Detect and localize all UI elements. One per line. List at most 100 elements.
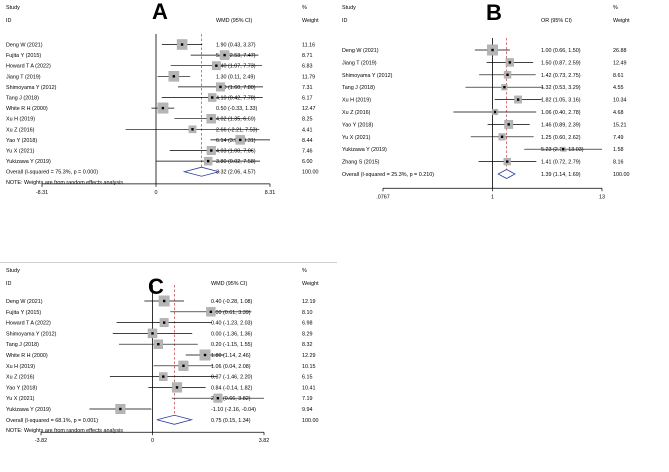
overall-ci-text: 1.39 (1.14, 1.69) — [541, 172, 581, 178]
overall-ci-text: 3.32 (2.06, 4.57) — [216, 170, 256, 176]
study-ci-text: 0.50 (-0.33, 1.33) — [216, 106, 258, 112]
forest-plot-c: Study ID WMD (95% CI)% Weight C Deng W (2021)… — [0, 262, 337, 472]
study-weight: 1.58 — [613, 147, 624, 153]
study-weight: 6.98 — [302, 321, 313, 327]
study-point-estimate — [162, 321, 166, 324]
overall-label: Overall (I-squared = 75.3%, p = 0.000) — [6, 170, 98, 176]
x-axis-tick-label: 0 — [151, 438, 154, 444]
study-weight: 6.00 — [302, 159, 313, 165]
overall-ci-text: 0.75 (0.15, 1.34) — [211, 418, 251, 424]
study-point-estimate — [223, 53, 226, 57]
header-study: Study — [342, 5, 356, 11]
study-name: Fujita Y (2015) — [6, 310, 41, 316]
forest-plot-a-svg: Study ID WMD (95% CI)% Weight A Deng W (2021)… — [6, 0, 319, 196]
study-point-estimate — [506, 73, 509, 76]
study-point-estimate — [239, 138, 242, 142]
study-weight: 4.55 — [613, 85, 624, 91]
study-ci-text: 0.40 (-1.23, 2.03) — [211, 321, 253, 327]
header-id: ID — [6, 281, 11, 287]
study-ci-text: 1.25 (0.60, 2.62) — [541, 135, 581, 141]
study-ci-text: 2.24 (0.66, 3.82) — [211, 396, 251, 402]
study-ci-text: 1.90 (0.43, 3.37) — [216, 43, 256, 49]
study-name: Shimoyama Y (2012) — [6, 85, 57, 91]
study-weight: 6.17 — [302, 96, 313, 102]
study-name: Yukizawa Y (2019) — [6, 159, 51, 165]
header-effect: WMD (95% CI) — [216, 18, 252, 24]
study-ci-text: 4.10 (0.42, 7.78) — [216, 96, 256, 102]
overall-weight: 100.00 — [302, 170, 319, 176]
study-point-estimate — [172, 75, 176, 78]
study-ci-text: 4.03 (1.00, 7.06) — [216, 149, 256, 155]
study-ci-text: 1.82 (1.05, 3.16) — [541, 98, 581, 104]
study-ci-text: 1.30 (0.11, 2.49) — [216, 74, 255, 80]
study-weight: 8.25 — [302, 117, 313, 123]
study-weight: 12.49 — [613, 60, 627, 66]
study-weight: 12.47 — [302, 106, 316, 112]
header-id: ID — [6, 18, 11, 24]
overall-weight: 100.00 — [613, 172, 630, 178]
header-id: ID — [342, 18, 347, 24]
forest-plot-a: Study ID WMD (95% CI)% Weight A Deng W (2021)… — [0, 0, 338, 261]
study-ci-text: 1.80 (1.14, 2.46) — [211, 353, 251, 359]
study-point-estimate — [206, 159, 210, 163]
header-effect: WMD (95% CI) — [211, 281, 247, 287]
study-weight: 12.29 — [302, 353, 316, 359]
study-weight: 7.31 — [302, 85, 313, 91]
study-weight: 8.32 — [302, 342, 313, 348]
study-point-estimate — [162, 375, 165, 378]
study-point-estimate — [215, 64, 218, 67]
study-weight: 11.79 — [302, 74, 315, 80]
study-point-estimate — [508, 61, 512, 64]
study-name: Shimoyama Y (2012) — [342, 73, 393, 79]
x-axis-tick-label: 1 — [491, 194, 494, 200]
study-weight: 9.94 — [302, 407, 313, 413]
panel-label: C — [148, 274, 164, 299]
study-name: Yao Y (2018) — [6, 385, 37, 391]
study-ci-text: 1.00 (0.66, 1.50) — [541, 48, 581, 54]
study-ci-text: 1.50 (0.87, 2.59) — [541, 60, 581, 66]
header-study: Study — [6, 268, 20, 274]
overall-diamond — [182, 166, 221, 177]
study-point-estimate — [209, 117, 213, 120]
study-name: Deng W (2021) — [6, 43, 43, 49]
study-ci-text: 0.84 (-0.14, 1.82) — [211, 385, 253, 391]
study-weight: 7.49 — [613, 135, 624, 141]
study-weight: 6.15 — [302, 375, 313, 381]
study-ci-text: 1.32 (0.53, 3.29) — [541, 85, 581, 91]
study-name: White R H (2000) — [6, 353, 48, 359]
study-name: Xu H (2019) — [342, 98, 371, 104]
overall-label: Overall (I-squared = 68.1%, p = 0.001) — [6, 418, 98, 424]
study-weight: 8.44 — [302, 138, 313, 144]
study-ci-text: 1.41 (0.72, 2.79) — [541, 160, 581, 166]
study-point-estimate — [182, 364, 185, 367]
study-name: Tang J (2018) — [342, 85, 375, 91]
forest-plot-c-svg: Study ID WMD (95% CI)% Weight C Deng W (2021)… — [6, 268, 319, 444]
x-axis-tick-label: -3.82 — [35, 438, 47, 444]
study-point-estimate — [500, 135, 504, 138]
header-study: Study — [6, 5, 20, 11]
study-weight: 8.16 — [613, 160, 624, 166]
study-name: Yu X (2021) — [6, 149, 35, 155]
study-point-estimate — [157, 343, 160, 346]
study-name: Xu Z (2016) — [342, 110, 371, 116]
study-ci-text: 0.20 (-1.15, 1.55) — [211, 342, 253, 348]
x-axis-tick-label: 3.82 — [259, 438, 270, 444]
study-ci-text: 3.80 (0.02, 7.58) — [216, 159, 256, 165]
study-weight: 26.88 — [613, 48, 627, 54]
study-name: Xu Z (2016) — [6, 127, 35, 133]
study-name: Xu H (2019) — [6, 364, 35, 370]
study-name: Zhang S (2015) — [342, 160, 380, 166]
study-weight: 8.10 — [302, 310, 313, 316]
study-name: Jiang T (2019) — [6, 74, 41, 80]
study-name: Xu Z (2016) — [6, 375, 35, 381]
study-weight: 4.68 — [613, 110, 624, 116]
study-point-estimate — [162, 299, 166, 303]
study-point-estimate — [210, 149, 213, 152]
overall-label: Overall (I-squared = 25.3%, p = 0.210) — [342, 172, 434, 178]
overall-diamond — [497, 169, 516, 179]
panel-label: B — [486, 0, 502, 25]
study-ci-text: 2.00 (0.61, 3.39) — [211, 310, 251, 316]
study-weight: 6.83 — [302, 64, 313, 70]
study-point-estimate — [119, 407, 122, 411]
study-weight: 10.34 — [613, 98, 627, 104]
